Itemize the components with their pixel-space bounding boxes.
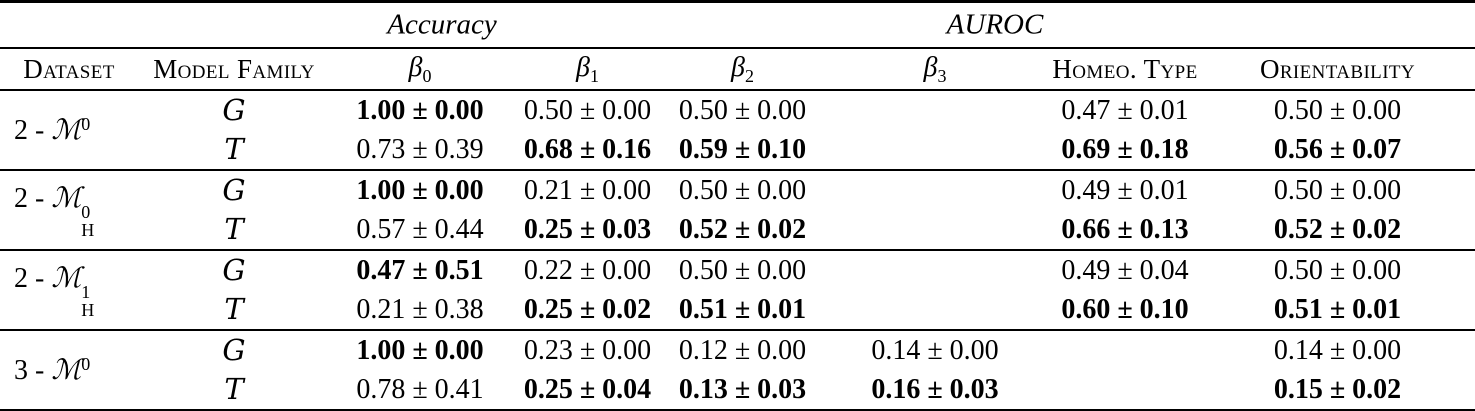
manifold-symbol: ℳ <box>51 353 82 386</box>
beta3-value <box>820 130 1050 170</box>
col-header-model-family: Model Family <box>153 53 315 84</box>
orientability-value: 0.15 ± 0.02 <box>1273 373 1402 405</box>
orientability-value: 0.56 ± 0.07 <box>1273 133 1402 165</box>
col-header-beta1: β1 <box>510 48 665 91</box>
model-family-symbol: G <box>222 253 246 287</box>
beta0-value: 0.57 ± 0.44 <box>356 213 484 245</box>
beta3-value <box>820 250 1050 290</box>
metric-group-header-row: Accuracy AUROC <box>0 1 1475 49</box>
manifold-symbol: ℳ <box>51 261 82 294</box>
table-row: 3 - ℳ0 G 1.00 ± 0.00 0.23 ± 0.00 0.12 ± … <box>0 330 1475 386</box>
beta1-value: 0.50 ± 0.00 <box>523 94 652 126</box>
beta3-value: 0.16 ± 0.03 <box>871 373 999 405</box>
table-row: 2 - ℳ0 G 1.00 ± 0.00 0.50 ± 0.00 0.50 ± … <box>0 90 1475 146</box>
dataset-label: 2 - ℳ0 <box>14 113 91 146</box>
beta0-value: 1.00 ± 0.00 <box>356 174 484 206</box>
homeo-type-value: 0.49 ± 0.04 <box>1061 254 1189 286</box>
table-row: T 0.57 ± 0.44 0.25 ± 0.03 0.52 ± 0.02 0.… <box>0 210 1475 250</box>
orientability-value: 0.50 ± 0.00 <box>1273 174 1402 206</box>
beta0-value: 1.00 ± 0.00 <box>356 94 484 126</box>
beta0-value: 0.47 ± 0.51 <box>356 254 484 286</box>
homeo-type-value <box>1050 370 1200 411</box>
orientability-value: 0.51 ± 0.01 <box>1273 293 1402 325</box>
model-family-symbol: G <box>222 93 246 127</box>
col-header-dataset: Dataset <box>23 53 115 84</box>
beta1-value: 0.22 ± 0.00 <box>523 254 652 286</box>
beta1-value: 0.25 ± 0.04 <box>523 373 652 405</box>
beta1-value: 0.23 ± 0.00 <box>523 334 652 366</box>
beta1-value: 0.68 ± 0.16 <box>523 133 652 165</box>
model-family-symbol: T <box>224 372 244 406</box>
beta0-value: 0.21 ± 0.38 <box>356 293 484 325</box>
beta2-value: 0.50 ± 0.00 <box>678 94 807 126</box>
beta1-value: 0.25 ± 0.03 <box>523 213 652 245</box>
table-row: T 0.78 ± 0.41 0.25 ± 0.04 0.13 ± 0.03 0.… <box>0 370 1475 411</box>
beta0-value: 0.78 ± 0.41 <box>356 373 484 405</box>
col-header-beta0: β0 <box>330 48 510 91</box>
orientability-value: 0.52 ± 0.02 <box>1273 213 1402 245</box>
homeo-type-value <box>1050 330 1200 370</box>
homeo-type-value: 0.60 ± 0.10 <box>1061 293 1189 325</box>
orientability-value: 0.50 ± 0.00 <box>1273 94 1402 126</box>
orientability-value: 0.14 ± 0.00 <box>1273 334 1402 366</box>
dataset-group-2-m0: 2 - ℳ0 G 1.00 ± 0.00 0.50 ± 0.00 0.50 ± … <box>0 90 1475 170</box>
dataset-label: 3 - ℳ0 <box>14 353 91 386</box>
homeo-type-value: 0.47 ± 0.01 <box>1061 94 1189 126</box>
table-row: T 0.73 ± 0.39 0.68 ± 0.16 0.59 ± 0.10 0.… <box>0 130 1475 170</box>
beta2-value: 0.50 ± 0.00 <box>678 174 807 206</box>
beta2-value: 0.59 ± 0.10 <box>678 133 807 165</box>
beta3-value <box>820 290 1050 330</box>
accuracy-group-label: Accuracy <box>387 8 497 41</box>
beta3-value <box>820 170 1050 210</box>
manifold-symbol: ℳ <box>51 181 82 214</box>
manifold-symbol: ℳ <box>51 113 82 146</box>
auroc-group-label: AUROC <box>946 8 1044 41</box>
beta0-value: 0.73 ± 0.39 <box>356 133 484 165</box>
homeo-type-value: 0.69 ± 0.18 <box>1061 133 1189 165</box>
beta2-value: 0.50 ± 0.00 <box>678 254 807 286</box>
col-header-orientability: Orientability <box>1200 48 1475 91</box>
beta3-value <box>820 90 1050 130</box>
homeo-type-value: 0.49 ± 0.01 <box>1061 174 1189 206</box>
table-row: T 0.21 ± 0.38 0.25 ± 0.02 0.51 ± 0.01 0.… <box>0 290 1475 330</box>
beta2-value: 0.12 ± 0.00 <box>678 334 807 366</box>
col-header-beta2: β2 <box>665 48 820 91</box>
metric-group-header-wrap: Accuracy AUROC <box>0 3 1475 47</box>
column-header-row: Dataset Model Family β0 β1 β2 β3 Homeo. … <box>0 48 1475 91</box>
model-family-symbol: T <box>224 292 244 326</box>
beta1-value: 0.21 ± 0.00 <box>523 174 652 206</box>
col-header-homeo-type: Homeo. Type <box>1050 48 1200 91</box>
beta3-value: 0.14 ± 0.00 <box>871 334 999 366</box>
dataset-group-3-m0: 3 - ℳ0 G 1.00 ± 0.00 0.23 ± 0.00 0.12 ± … <box>0 330 1475 411</box>
beta1-value: 0.25 ± 0.02 <box>523 293 652 325</box>
model-family-symbol: T <box>224 212 244 246</box>
model-family-symbol: G <box>222 173 246 207</box>
beta2-value: 0.13 ± 0.03 <box>678 373 807 405</box>
beta0-value: 1.00 ± 0.00 <box>356 334 484 366</box>
col-header-beta3: β3 <box>820 48 1050 91</box>
beta3-value <box>820 210 1050 250</box>
model-family-symbol: G <box>222 333 246 367</box>
homeo-type-value: 0.66 ± 0.13 <box>1061 213 1189 245</box>
model-family-symbol: T <box>224 132 244 166</box>
orientability-value: 0.50 ± 0.00 <box>1273 254 1402 286</box>
beta2-value: 0.51 ± 0.01 <box>678 293 807 325</box>
beta2-value: 0.52 ± 0.02 <box>678 213 807 245</box>
